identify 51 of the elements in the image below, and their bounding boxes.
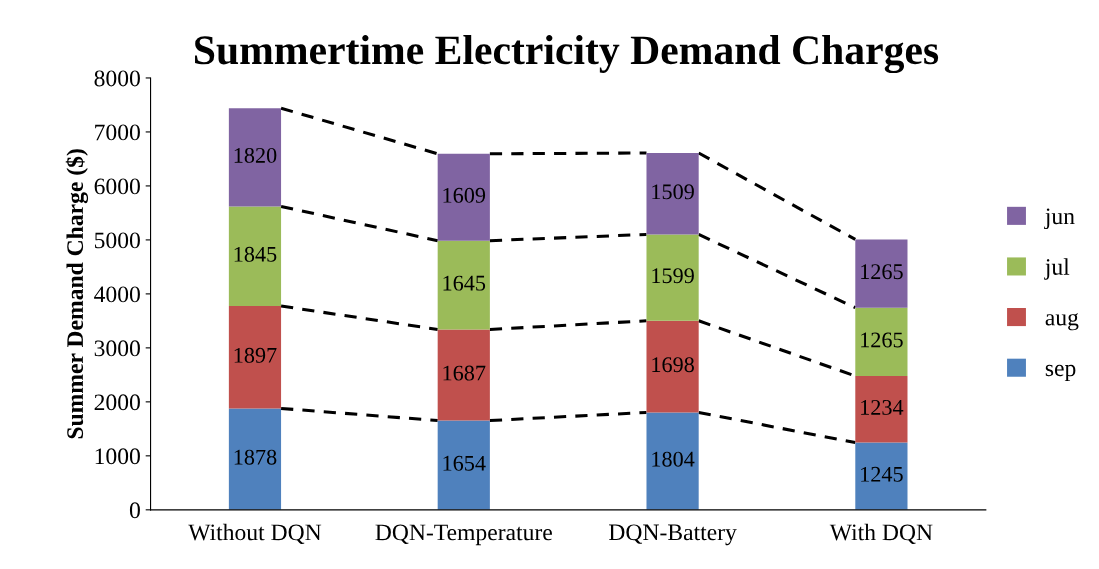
data-label: 1245 (861, 466, 903, 482)
y-tick-label: 0 (129, 502, 140, 519)
bar (228, 108, 282, 207)
bar (228, 306, 282, 409)
bar (855, 239, 908, 308)
y-tick-label: 4000 (94, 286, 140, 303)
bar (437, 420, 490, 510)
data-label: 1599 (652, 268, 694, 284)
data-label: 1234 (861, 399, 904, 415)
y-tick-label: 2000 (94, 394, 140, 411)
data-label: 1509 (652, 184, 694, 200)
data-label: 1820 (234, 147, 277, 163)
data-label: 1698 (652, 357, 694, 373)
bar (228, 206, 282, 307)
bar (228, 408, 282, 510)
y-tick-label: 3000 (94, 340, 140, 357)
legend-label: aug (1045, 313, 1079, 331)
bar (855, 442, 908, 510)
y-tick-label: 8000 (94, 70, 140, 87)
x-tick-label: DQN-Temperature (375, 524, 552, 546)
bar (855, 376, 908, 443)
bar (646, 234, 699, 321)
data-label: 1609 (443, 187, 486, 203)
chart-title: Summertime Electricity Demand Charges (195, 35, 939, 74)
bar (855, 307, 908, 376)
bar (437, 240, 490, 330)
x-tick-label: With DQN (829, 523, 933, 544)
bar (437, 153, 490, 241)
data-label: 1654 (443, 455, 486, 471)
y-tick-label: 6000 (94, 178, 140, 195)
legend-label: sep (1045, 364, 1076, 381)
legend-label: jun (1044, 208, 1075, 230)
y-tick-label: 1000 (95, 448, 140, 465)
data-label: 1804 (652, 451, 695, 467)
y-axis-title: Summer Demand Charge ($) (65, 149, 89, 439)
x-tick-label: Without DQN (188, 523, 322, 544)
data-label: 1897 (234, 347, 277, 363)
bar (646, 152, 699, 235)
bar (437, 329, 490, 421)
y-tick-label: 7000 (95, 124, 140, 141)
bar (646, 320, 699, 413)
x-tick-label: DQN-Battery (609, 524, 737, 546)
data-label: 1265 (861, 264, 903, 280)
data-label: 1878 (234, 449, 277, 465)
data-label: 1687 (443, 365, 486, 381)
data-label: 1845 (234, 246, 277, 262)
bar (646, 412, 699, 510)
y-tick-label: 5000 (94, 232, 140, 249)
data-label: 1265 (861, 332, 903, 348)
data-label: 1645 (443, 275, 486, 291)
legend-label: jul (1044, 258, 1070, 280)
